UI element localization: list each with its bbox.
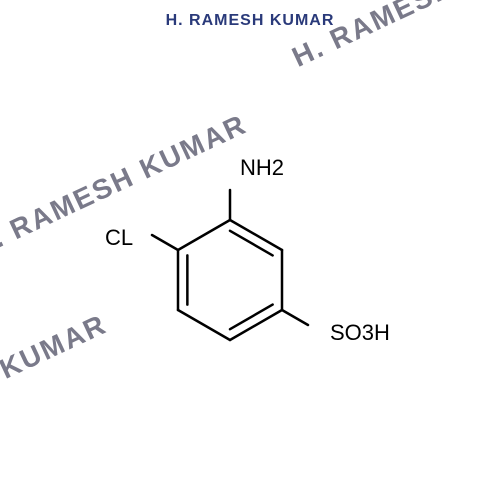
substituent-label: SO3H: [330, 320, 390, 346]
substituent-label: CL: [105, 225, 133, 251]
substituent-label: NH2: [240, 155, 284, 181]
chemical-structure: [0, 0, 500, 500]
